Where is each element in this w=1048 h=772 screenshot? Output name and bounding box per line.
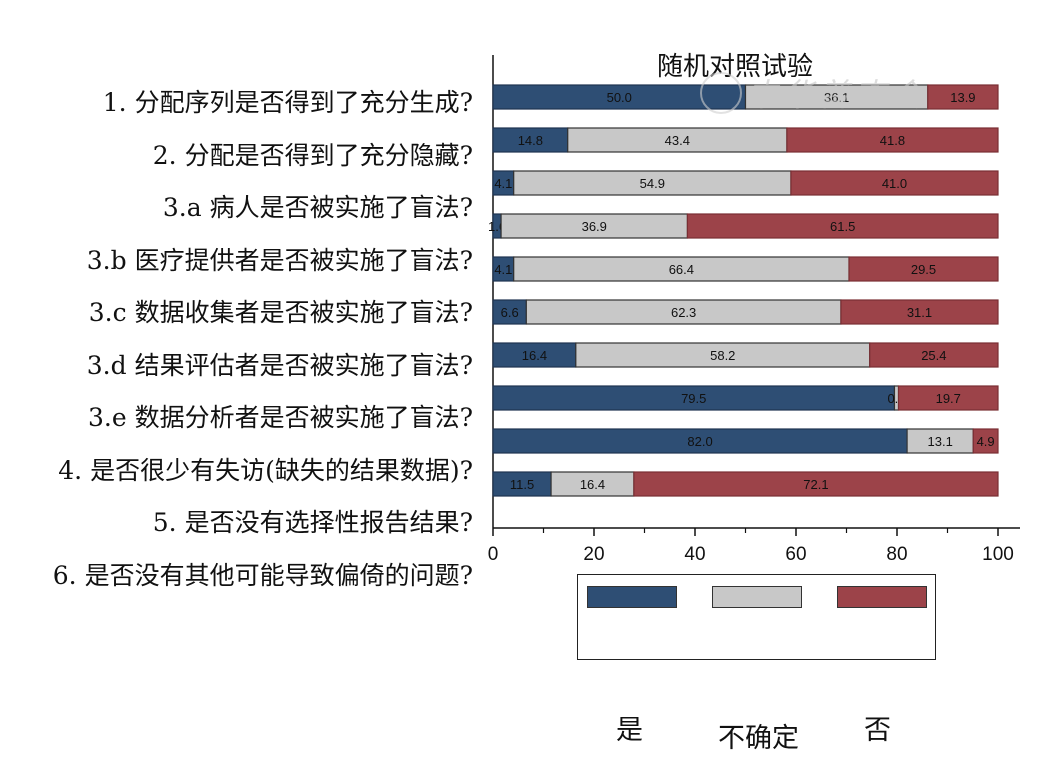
bar-segment (550, 471, 635, 497)
bar-segment (848, 256, 999, 282)
bar-value-label: 16.4 (580, 477, 605, 492)
watermark-seal-icon (700, 72, 742, 114)
bar-segment (633, 471, 999, 497)
bar-segment (840, 299, 999, 325)
bar-value-label: 61.5 (830, 219, 855, 234)
x-tick-label: 40 (684, 544, 705, 565)
category-label: 1. 分配序列是否得到了充分生成? (102, 88, 473, 117)
bar-value-label: 14.8 (518, 133, 543, 148)
bar-value-label: 19.7 (936, 391, 961, 406)
bar-segment (927, 84, 999, 110)
bar-segment (513, 256, 850, 282)
category-label: 2. 分配是否得到了充分隐藏? (152, 140, 473, 170)
watermark-text: 中华普查会 (746, 76, 927, 114)
category-label: 4. 是否很少有失访(缺失的结果数据)? (58, 455, 473, 485)
x-tick-label: 20 (583, 544, 604, 565)
bar-value-label: 36.9 (582, 219, 607, 234)
bar-segment (492, 428, 908, 454)
bar-value-label: 13.9 (950, 90, 975, 105)
bar-segment (492, 299, 527, 325)
bar-value-label: 72.1 (803, 477, 828, 492)
bar-segment (513, 170, 792, 196)
bar-value-label: 11.5 (510, 477, 534, 492)
bar-segment (492, 471, 552, 497)
bar-value-label: 31.1 (907, 305, 932, 320)
bar-value-label: 13.1 (928, 434, 953, 449)
legend-swatch-yes (587, 586, 677, 608)
category-label: 5. 是否没有选择性报告结果? (152, 508, 473, 537)
bar-segment (492, 385, 896, 411)
bar-value-label: 36.1 (824, 90, 849, 105)
x-tick-label: 0 (488, 544, 499, 565)
bar-segment (897, 385, 999, 411)
bar-value-label: 29.5 (911, 262, 936, 277)
bar-segment (869, 342, 999, 368)
bar-segment (686, 213, 999, 239)
legend-label-no: 否 (864, 715, 891, 746)
category-label: 3.d 结果评估者是否被实施了盲法? (86, 350, 473, 380)
bar-segment (500, 213, 689, 239)
category-label: 3.c 数据收集者是否被实施了盲法? (88, 298, 473, 327)
watermark: 中华普查会 (700, 68, 1000, 118)
bar-value-label: 79.5 (681, 391, 706, 406)
x-tick-label: 60 (785, 544, 806, 565)
legend-label-yes: 是 (616, 715, 643, 746)
bar-value-label: 58.2 (710, 348, 735, 363)
bar-value-label: 4.1 (494, 262, 512, 277)
legend (577, 574, 936, 660)
bar-segment (790, 170, 999, 196)
bar-value-label: 41.0 (882, 176, 907, 191)
category-label: 3.e 数据分析者是否被实施了盲法? (88, 403, 473, 432)
bar-value-label: 41.8 (880, 133, 905, 148)
bar-segment (492, 127, 569, 153)
bar-segment (525, 299, 842, 325)
bar-value-label: 16.4 (522, 348, 547, 363)
bar-segment (786, 127, 999, 153)
bar-value-label: 66.4 (669, 262, 694, 277)
bar-value-label: 4.1 (494, 176, 512, 191)
x-tick-label: 100 (982, 544, 1014, 565)
bar-value-label: 6.6 (501, 305, 519, 320)
bar-value-label: 62.3 (671, 305, 696, 320)
bar-segment (567, 127, 788, 153)
bar-value-label: 54.9 (640, 176, 665, 191)
bar-segment (906, 428, 974, 454)
x-tick-label: 80 (886, 544, 907, 565)
legend-swatch-no (837, 586, 927, 608)
bar-value-label: 50.0 (607, 90, 632, 105)
bar-segment (972, 428, 999, 454)
bar-value-label: 43.4 (665, 133, 690, 148)
category-label: 3.b 医疗提供者是否被实施了盲法? (86, 245, 473, 275)
bar-segment (744, 84, 929, 110)
bar-value-label: 25.4 (921, 348, 946, 363)
category-label: 3.a 病人是否被实施了盲法? (162, 193, 473, 222)
legend-swatch-unsure (712, 586, 802, 608)
legend-label-unsure: 不确定 (718, 723, 799, 754)
bar-value-label: 82.0 (687, 434, 712, 449)
bar-segment (492, 342, 577, 368)
category-label: 6. 是否没有其他可能导致偏倚的问题? (52, 560, 473, 590)
bar-value-label: 4.9 (977, 434, 995, 449)
